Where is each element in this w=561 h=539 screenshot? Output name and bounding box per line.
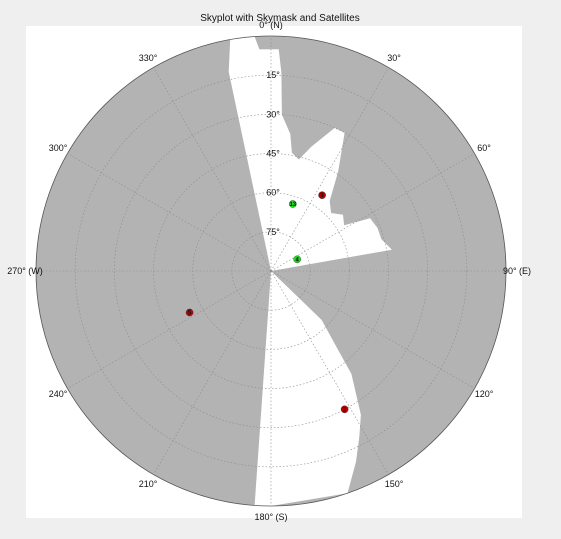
azimuth-spoke — [270, 270, 475, 389]
satellite-dot — [288, 200, 297, 208]
azimuth-label: 300° — [49, 143, 68, 153]
satellite-layer: 13 8 4 2 5 — [185, 191, 349, 414]
satellite-dot — [185, 308, 194, 317]
azimuth-spoke — [67, 153, 272, 272]
azimuth-label: 0° (N) — [259, 20, 283, 30]
azimuth-label: 330° — [139, 53, 158, 63]
satellite-dot — [340, 405, 349, 414]
azimuth-label: 30° — [387, 53, 401, 63]
azimuth-label: 180° (S) — [254, 512, 287, 522]
azimuth-spoke — [67, 270, 272, 389]
satellite-marker: 8 — [318, 191, 326, 199]
azimuth-label: 90° (E) — [503, 266, 531, 276]
elevation-label: 30° — [266, 109, 280, 119]
azimuth-label: 240° — [49, 389, 68, 399]
satellite-id-label: 4 — [296, 257, 300, 263]
satellite-id-label: 5 — [188, 311, 192, 317]
elevation-labels: 15° 30° 45° 60° 75° — [266, 70, 280, 237]
elevation-label: 60° — [266, 188, 280, 198]
elevation-label: 75° — [266, 227, 280, 237]
azimuth-spoke — [270, 67, 389, 272]
satellite-id-label: 8 — [320, 193, 324, 199]
azimuth-spoke — [270, 153, 475, 272]
azimuth-label: 210° — [139, 479, 158, 489]
elevation-ring — [114, 114, 428, 428]
azimuth-labels: 0° (N) 30° 60° 90° (E) 120° 150° 180° (S) 210° 2… — [7, 20, 531, 522]
azimuth-label: 150° — [385, 479, 404, 489]
satellite-marker: 2 — [340, 405, 349, 414]
satellite-id-label: 13 — [289, 202, 296, 208]
azimuth-label: 60° — [477, 143, 491, 153]
elevation-label: 15° — [266, 70, 280, 80]
satellite-id-label: 2 — [343, 407, 347, 413]
elevation-ring — [153, 153, 389, 389]
satellite-marker: 13 — [288, 200, 297, 208]
chart-title: Skyplot with Skymask and Satellites — [200, 13, 360, 24]
satellite-marker: 4 — [293, 255, 302, 264]
azimuth-spoke — [153, 270, 272, 475]
satellite-marker: 5 — [185, 308, 194, 317]
azimuth-label: 270° (W) — [7, 266, 43, 276]
satellite-dot — [293, 255, 302, 264]
azimuth-spoke — [153, 67, 272, 272]
polar-grid — [36, 36, 506, 506]
azimuth-label: 120° — [475, 389, 494, 399]
elevation-label: 45° — [266, 149, 280, 159]
satellite-dot — [318, 191, 326, 199]
elevation-ring — [74, 74, 468, 468]
azimuth-spoke — [270, 270, 389, 475]
